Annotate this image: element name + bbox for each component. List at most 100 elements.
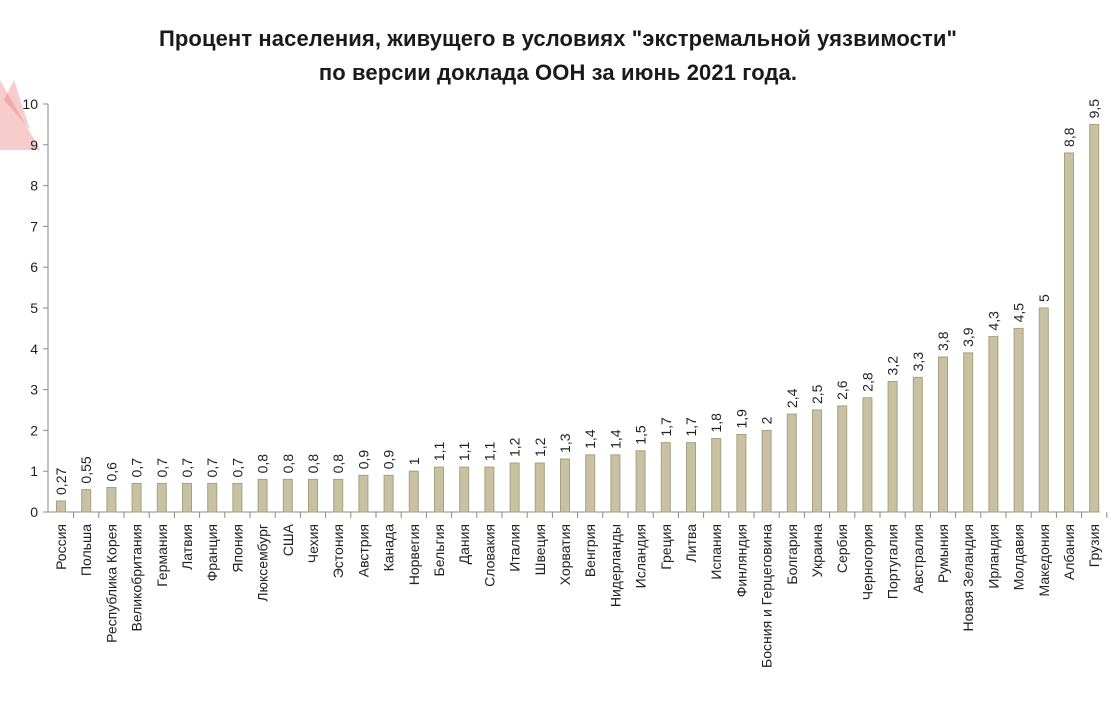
bar [131,482,142,513]
data-label: 0,8 [330,454,346,474]
category-label: Бельгия [431,524,447,576]
category-label: Венгрия [582,524,598,577]
category-label: Болгария [784,524,800,585]
bar [408,470,419,513]
data-label: 0,9 [355,450,371,470]
data-label: 0,7 [154,458,170,478]
bar [660,442,671,513]
category-label: Исландия [633,524,649,588]
category-label: Германия [154,524,170,587]
data-label: 1,4 [582,429,598,449]
category-label: Испания [708,524,724,580]
category-label: Ирландия [985,524,1001,589]
data-label: 0,8 [280,454,296,474]
y-tick-label: 7 [30,218,38,234]
category-label: Румыния [935,524,951,583]
data-label: 0,55 [78,456,94,483]
data-label: 4,5 [1011,303,1027,323]
y-tick-label: 1 [30,463,38,479]
category-label: Босния и Герцеговина [759,524,775,668]
category-label: Украина [809,524,825,578]
category-label: Финляндия [733,524,749,597]
data-label: 1,1 [431,441,447,461]
category-label: Эстония [330,524,346,578]
data-label: 1,2 [532,437,548,457]
bar [56,500,66,513]
data-label: 5 [1036,294,1052,302]
bar [257,478,268,513]
y-tick-label: 8 [30,178,38,194]
category-label: Сербия [834,524,850,573]
bar [837,405,848,513]
data-label: 1,8 [708,413,724,433]
bar [434,466,444,513]
category-label: Хорватия [557,524,573,585]
category-label: Канада [381,524,397,572]
data-label: 1,2 [507,437,523,457]
bar [635,450,646,513]
bar [812,409,822,513]
data-label: 0,7 [204,458,220,478]
bar [1064,152,1074,513]
chart-subtitle: по версии доклада ООН за июнь 2021 года. [318,60,798,85]
category-label: Дания [456,524,472,564]
category-label: США [280,523,296,556]
data-label: 8,8 [1061,127,1077,147]
data-label: 0,9 [381,450,397,470]
bar [988,336,999,513]
data-label: 2,5 [809,384,825,404]
bar [106,487,117,513]
bar [207,482,218,513]
data-label: 3,9 [960,327,976,347]
bar [182,482,192,513]
category-label: Словакия [481,524,497,587]
category-label: Люксембург [255,524,271,602]
y-tick-label: 5 [30,300,38,316]
category-label: Франция [204,524,220,581]
category-label: Греция [658,524,674,570]
bar [308,478,318,513]
bar [282,478,293,513]
bar [534,462,545,513]
category-label: Польша [78,524,94,576]
chart-title-block: Процент населения, живущего в условиях "… [0,22,1116,90]
data-label: 0,7 [129,458,145,478]
data-label: 2,8 [859,372,875,392]
data-label: 2,4 [784,388,800,408]
data-label: 3,2 [885,356,901,376]
category-label: Албания [1061,524,1077,580]
bar [862,397,873,513]
bar [938,356,948,513]
bar [686,442,696,513]
bar [736,433,747,513]
bar [610,454,621,513]
y-tick-label: 10 [22,96,38,112]
category-label: Грузия [1086,524,1102,567]
category-label: Новая Зеландия [960,524,976,631]
category-label: Португалия [885,524,901,599]
y-tick-label: 6 [30,259,38,275]
data-label: 0,8 [255,454,271,474]
bar [963,352,974,513]
data-label: 1 [406,457,422,465]
y-tick-label: 4 [30,341,38,357]
data-label: 3,8 [935,331,951,351]
data-label: 0,7 [179,458,195,478]
category-label: Черногория [859,524,875,600]
bar [786,413,797,513]
data-label: 1,1 [456,441,472,461]
data-label: 0,7 [229,458,245,478]
data-label: 1,7 [658,417,674,437]
category-label: Норвегия [406,524,422,585]
corner-watermark-icon [0,80,40,150]
data-label: 4,3 [985,311,1001,331]
category-label: Чехия [305,524,321,563]
bar [383,474,394,513]
bar [156,482,167,513]
data-label: 1,9 [733,409,749,429]
y-tick-label: 0 [30,504,38,520]
category-label: Швеция [532,524,548,575]
bar [358,474,369,513]
y-tick-label: 9 [30,137,38,153]
